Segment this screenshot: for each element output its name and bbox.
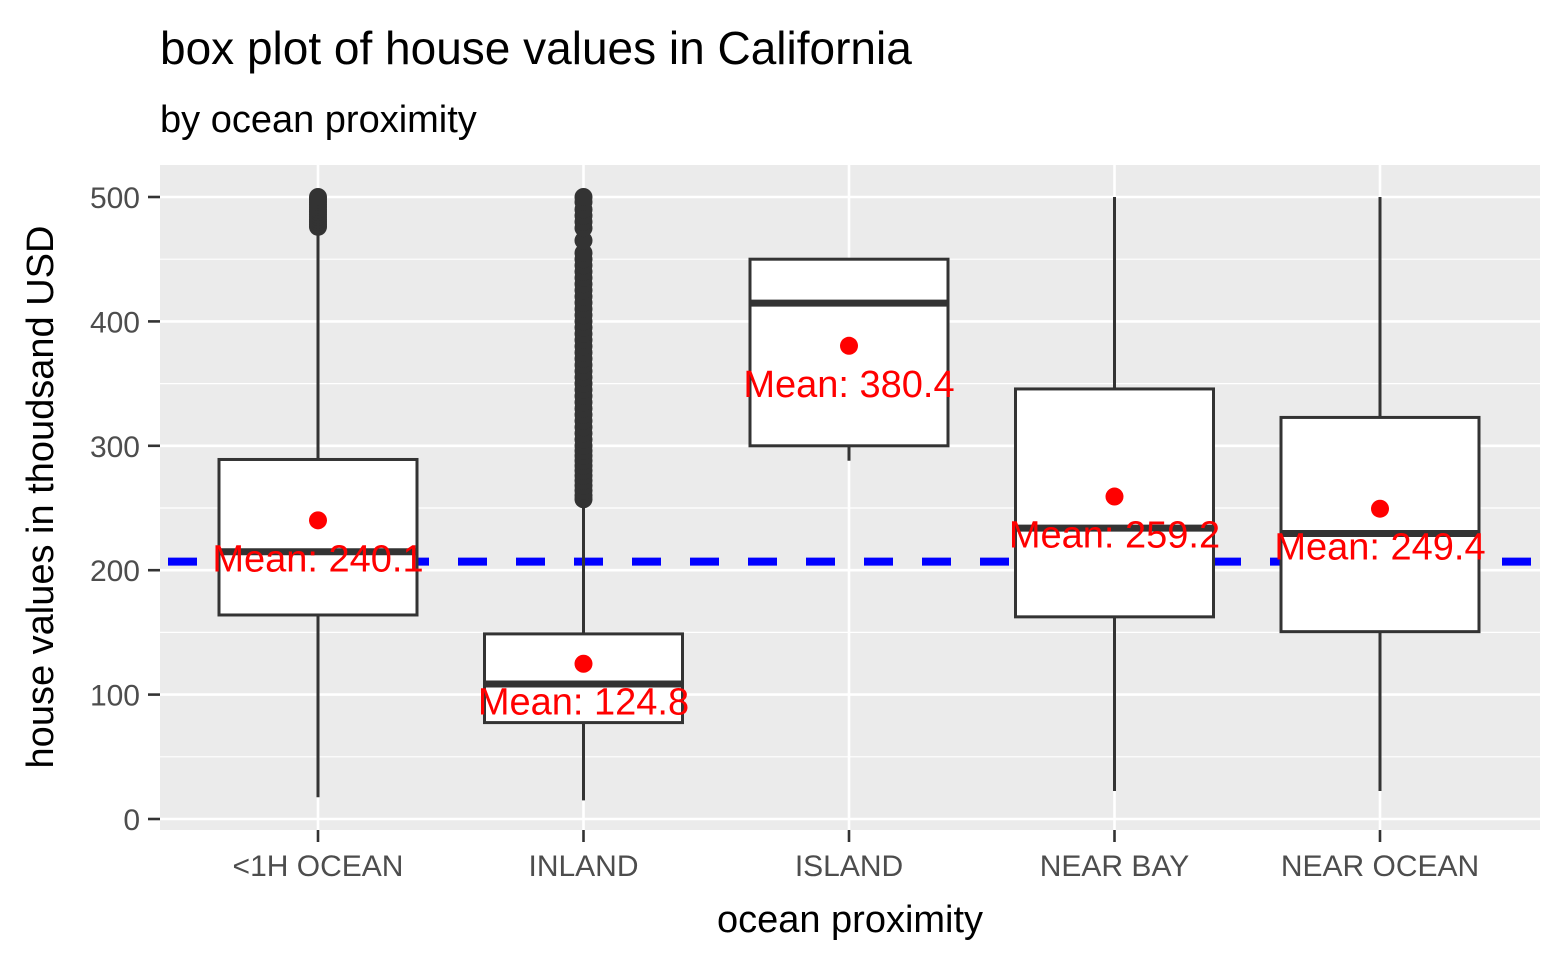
box-group	[483, 188, 684, 801]
mean-label: Mean: 380.4	[743, 364, 954, 406]
y-tick-label: 0	[123, 804, 140, 837]
mean-point	[574, 654, 593, 673]
chart-subtitle: by ocean proximity	[160, 99, 477, 141]
outlier-point	[574, 231, 593, 250]
mean-point	[1371, 499, 1389, 518]
y-tick-label: 100	[90, 680, 140, 713]
box-iqr	[1279, 415, 1481, 634]
outlier-point	[574, 188, 593, 206]
box-group	[1279, 197, 1481, 792]
box-group	[1014, 197, 1215, 792]
y-tick-label: 400	[90, 306, 140, 339]
axes-layer: 0 100 200 300 400 500 <1H OCEAN INLAND ISLAND NEA…	[90, 182, 1479, 883]
mean-point	[309, 511, 327, 530]
box-iqr	[217, 457, 419, 617]
box-group	[217, 188, 419, 798]
outlier-point	[309, 188, 327, 206]
mean-label: Mean: 259.2	[1009, 515, 1220, 557]
y-tick-label: 200	[90, 555, 140, 588]
mean-label: Mean: 249.4	[1274, 527, 1485, 569]
mean-point	[1105, 487, 1124, 506]
box-iqr	[483, 632, 684, 725]
y-tick-label: 500	[90, 182, 140, 215]
mean-point	[840, 336, 858, 355]
x-tick-label: NEAR BAY	[1040, 850, 1190, 883]
y-tick-label: 300	[90, 431, 140, 464]
mean-labels-layer: Mean: 240.1 Mean: 124.8 Mean: 380.4 Mean: 2…	[212, 364, 1485, 724]
x-tick-label: INLAND	[528, 850, 638, 883]
mean-label: Mean: 124.8	[478, 682, 689, 724]
box-group	[748, 257, 950, 461]
chart-title: box plot of house values in California	[160, 22, 912, 74]
x-axis-title: ocean proximity	[717, 899, 983, 941]
x-tick-label: ISLAND	[795, 850, 903, 883]
x-tick-label: NEAR OCEAN	[1281, 850, 1479, 883]
y-axis-title: house values in thoudsand USD	[20, 226, 62, 769]
outlier-point	[574, 243, 593, 262]
x-tick-label: <1H OCEAN	[233, 850, 404, 883]
boxes-layer	[217, 188, 1481, 801]
mean-label: Mean: 240.1	[212, 538, 423, 580]
